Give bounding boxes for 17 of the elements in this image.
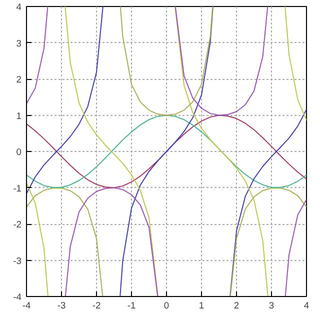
y-tick-label: 3 bbox=[16, 38, 22, 48]
y-tick-label: -1 bbox=[13, 183, 22, 194]
y-tick-label: 1 bbox=[16, 110, 22, 121]
x-tick-label: 4 bbox=[304, 300, 310, 310]
x-tick-label: 0 bbox=[164, 300, 170, 310]
x-tick-label: 2 bbox=[234, 300, 240, 310]
y-tick-label: 0 bbox=[16, 147, 22, 157]
y-tick-label: -2 bbox=[13, 220, 22, 230]
x-tick-label: -1 bbox=[127, 300, 136, 310]
y-tick-label: -4 bbox=[13, 292, 22, 302]
x-tick-label: -3 bbox=[57, 300, 66, 310]
x-tick-label: -2 bbox=[92, 300, 101, 310]
y-tick-label: -3 bbox=[13, 256, 22, 266]
x-tick-label: 3 bbox=[268, 300, 274, 310]
y-tick-label: 2 bbox=[16, 74, 22, 84]
x-tick-label: 1 bbox=[198, 300, 204, 310]
y-tick-label: 4 bbox=[16, 2, 22, 12]
